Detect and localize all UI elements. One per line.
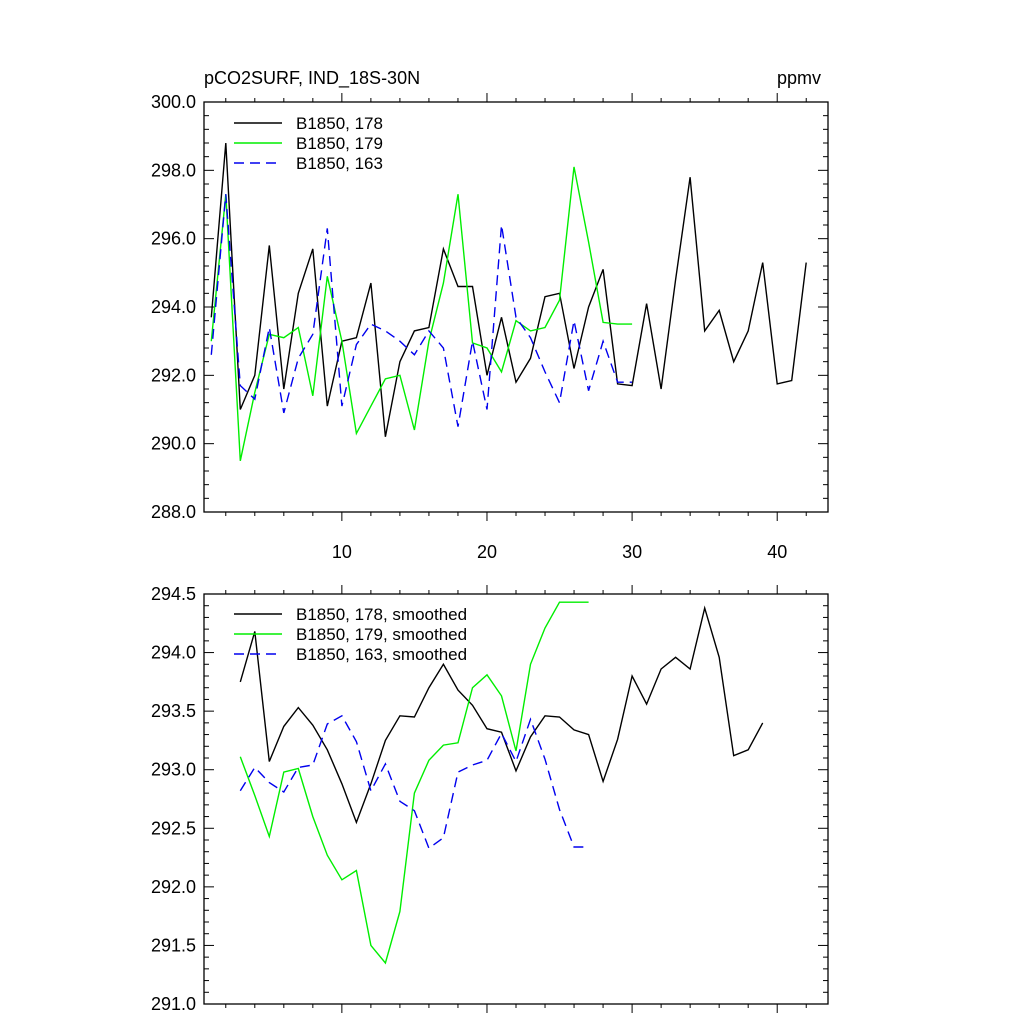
y-tick-label: 292.0 (151, 877, 196, 897)
legend-label-2: B1850, 179 (296, 134, 383, 153)
legend-label-3: B1850, 163, smoothed (296, 645, 467, 664)
y-tick-label: 293.0 (151, 760, 196, 780)
series-line-3 (211, 194, 632, 426)
y-tick-label: 300.0 (151, 92, 196, 112)
y-tick-label: 292.0 (151, 365, 196, 385)
series-top (211, 143, 806, 461)
chart-title: pCO2SURF, IND_18S-30N (204, 68, 420, 89)
y-tick-label: 298.0 (151, 160, 196, 180)
series-line-2 (211, 167, 632, 461)
legend-label-1: B1850, 178 (296, 114, 383, 133)
x-tick-label: 20 (477, 542, 497, 562)
y-tick-label: 293.5 (151, 701, 196, 721)
top-panel: pCO2SURF, IND_18S-30N ppmv 288.0 290.0 292… (151, 68, 828, 562)
series-line-1 (211, 143, 806, 437)
x-tick-label: 10 (332, 542, 352, 562)
legend-label-2: B1850, 179, smoothed (296, 625, 467, 644)
x-tick-label: 30 (622, 542, 642, 562)
y-tick-label: 294.0 (151, 297, 196, 317)
units-label: ppmv (777, 68, 821, 88)
y-tick-label: 292.5 (151, 818, 196, 838)
bottom-panel: 291.0 291.5 292.0 292.5 293.0 293.5 294.0 294.5… (151, 584, 828, 1014)
y-tick-label: 296.0 (151, 229, 196, 249)
y-tick-label: 290.0 (151, 434, 196, 454)
y-tick-label: 294.5 (151, 584, 196, 604)
axes-bottom: 291.0 291.5 292.0 292.5 293.0 293.5 294.0 294.5 (151, 584, 828, 1014)
y-tick-label: 291.0 (151, 994, 196, 1014)
y-tick-label: 288.0 (151, 502, 196, 522)
x-tick-label: 40 (767, 542, 787, 562)
y-tick-label: 291.5 (151, 935, 196, 955)
legend-label-1: B1850, 178, smoothed (296, 605, 467, 624)
legend-label-3: B1850, 163 (296, 154, 383, 173)
y-tick-label: 294.0 (151, 643, 196, 663)
series-line-3 (240, 716, 588, 848)
